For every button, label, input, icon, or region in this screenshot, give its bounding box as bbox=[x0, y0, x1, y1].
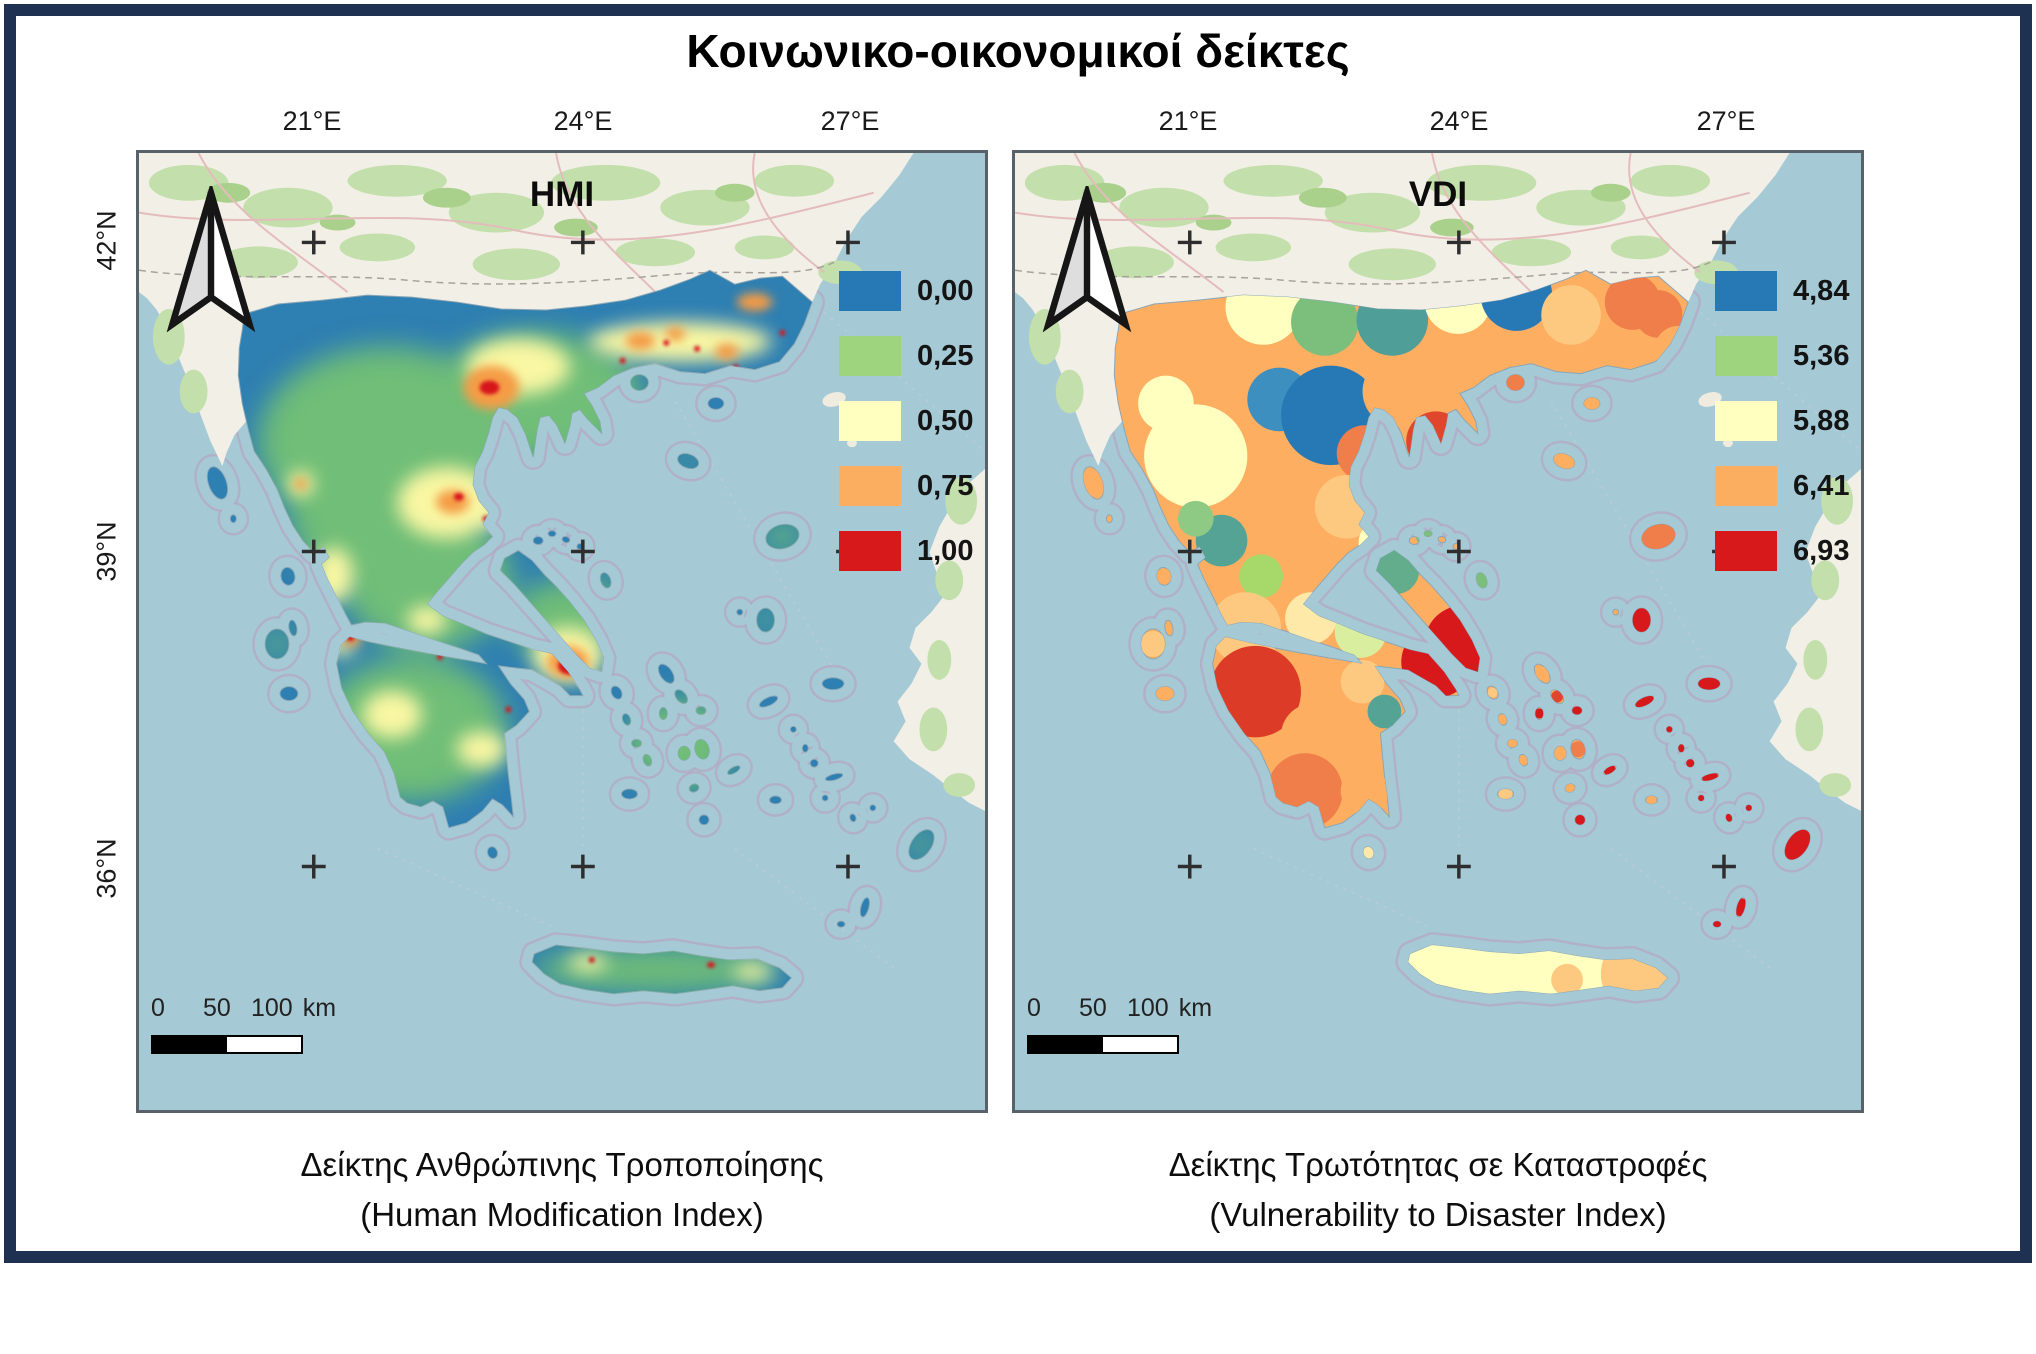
hmi-latitude-axis: 42°N 39°N 36°N bbox=[84, 150, 130, 1113]
hmi-map-canvas bbox=[138, 152, 986, 1110]
scalebar-bar-black bbox=[153, 1037, 227, 1052]
legend-label: 5,36 bbox=[1793, 339, 1850, 372]
scalebar-tick-0: 0 bbox=[1027, 994, 1041, 1022]
lon-tick-24e: 24°E bbox=[553, 106, 613, 136]
lat-tick-36n-wrap: 36°N bbox=[84, 808, 130, 928]
legend-label: 0,00 bbox=[917, 274, 974, 307]
legend-label: 6,93 bbox=[1793, 534, 1850, 567]
scalebar-labels: 0 50 100 km bbox=[1027, 994, 1212, 1023]
legend-row: 1,00 bbox=[839, 531, 973, 571]
figure-border-frame: Κοινωνικο-οικονομικοί δείκτες 21°E 24°E … bbox=[4, 4, 2032, 1263]
legend-swatch-red bbox=[839, 531, 901, 571]
hmi-legend: 0,00 0,25 0,50 0,75 bbox=[839, 271, 973, 596]
lat-tick-42n-wrap: 42°N bbox=[84, 180, 130, 300]
lon-tick-21e: 21°E bbox=[1158, 106, 1218, 136]
scalebar-bar bbox=[1027, 1035, 1179, 1054]
scalebar-bar-white bbox=[227, 1037, 301, 1052]
vdi-map-panel: VDI 4,84 5,36 5,88 bbox=[1012, 150, 1864, 1113]
figure-title: Κοινωνικο-οικονομικοί δείκτες bbox=[686, 25, 1350, 77]
legend-swatch-green bbox=[1715, 336, 1777, 376]
legend-swatch-orange bbox=[1715, 466, 1777, 506]
legend-swatch-orange bbox=[839, 466, 901, 506]
legend-row: 5,88 bbox=[1715, 401, 1849, 441]
vdi-map-canvas bbox=[1014, 152, 1862, 1110]
scalebar-bar-black bbox=[1029, 1037, 1103, 1052]
scalebar-tick-100: 100 bbox=[251, 994, 293, 1022]
hmi-caption: Δείκτης Ανθρώπινης Τροποποίησης (Human M… bbox=[136, 1140, 988, 1240]
lat-tick-39n-wrap: 39°N bbox=[84, 491, 130, 611]
legend-swatch-blue bbox=[839, 271, 901, 311]
legend-swatch-blue bbox=[1715, 271, 1777, 311]
lon-tick-27e: 27°E bbox=[820, 106, 880, 136]
lon-tick-21e: 21°E bbox=[282, 106, 342, 136]
hmi-map-title: HMI bbox=[529, 175, 595, 214]
scalebar-labels: 0 50 100 km bbox=[151, 994, 336, 1023]
scalebar-tick-50: 50 bbox=[203, 994, 231, 1022]
scalebar-tick-50: 50 bbox=[1079, 994, 1107, 1022]
vdi-scalebar: 0 50 100 km bbox=[1027, 994, 1212, 1054]
lat-tick-42n: 42°N bbox=[91, 209, 122, 271]
vdi-map-title: VDI bbox=[1408, 175, 1468, 214]
lat-tick-39n: 39°N bbox=[91, 520, 122, 582]
legend-label: 0,75 bbox=[917, 469, 974, 502]
vdi-longitude-axis: 21°E 24°E 27°E bbox=[1012, 104, 1864, 150]
lon-tick-24e: 24°E bbox=[1429, 106, 1489, 136]
legend-swatch-green bbox=[839, 336, 901, 376]
vdi-caption-greek: Δείκτης Τρωτότητας σε Καταστροφές bbox=[1168, 1146, 1708, 1183]
legend-label: 1,00 bbox=[917, 534, 974, 567]
scalebar-unit: km bbox=[1178, 994, 1213, 1022]
legend-row: 0,25 bbox=[839, 336, 973, 376]
north-arrow-icon bbox=[166, 186, 256, 333]
vdi-caption-english: (Vulnerability to Disaster Index) bbox=[1209, 1196, 1667, 1233]
legend-label: 0,50 bbox=[917, 404, 974, 437]
scalebar-unit: km bbox=[302, 994, 337, 1022]
scalebar-tick-100: 100 bbox=[1127, 994, 1169, 1022]
legend-swatch-red bbox=[1715, 531, 1777, 571]
legend-label: 5,88 bbox=[1793, 404, 1850, 437]
hmi-map-block: 21°E 24°E 27°E 42°N 39°N 36°N bbox=[92, 104, 988, 1254]
hmi-caption-greek: Δείκτης Ανθρώπινης Τροποποίησης bbox=[300, 1146, 824, 1183]
legend-row: 0,75 bbox=[839, 466, 973, 506]
legend-swatch-yellow bbox=[839, 401, 901, 441]
legend-row: 0,50 bbox=[839, 401, 973, 441]
scalebar-tick-0: 0 bbox=[151, 994, 165, 1022]
scalebar-bar bbox=[151, 1035, 303, 1054]
scalebar-bar-white bbox=[1103, 1037, 1177, 1052]
legend-label: 6,41 bbox=[1793, 469, 1850, 502]
legend-swatch-yellow bbox=[1715, 401, 1777, 441]
legend-row: 6,93 bbox=[1715, 531, 1849, 571]
legend-label: 4,84 bbox=[1793, 274, 1850, 307]
hmi-scalebar: 0 50 100 km bbox=[151, 994, 336, 1054]
vdi-map-block: 21°E 24°E 27°E VDI bbox=[1012, 104, 1864, 1254]
lon-tick-27e: 27°E bbox=[1696, 106, 1756, 136]
legend-row: 0,00 bbox=[839, 271, 973, 311]
north-arrow-icon bbox=[1042, 186, 1132, 333]
hmi-longitude-axis: 21°E 24°E 27°E bbox=[136, 104, 988, 150]
vdi-caption: Δείκτης Τρωτότητας σε Καταστροφές (Vulne… bbox=[1012, 1140, 1864, 1240]
legend-row: 6,41 bbox=[1715, 466, 1849, 506]
hmi-map-panel: HMI 0,00 0,25 0,50 bbox=[136, 150, 988, 1113]
lat-tick-36n: 36°N bbox=[91, 837, 122, 899]
hmi-caption-english: (Human Modification Index) bbox=[360, 1196, 764, 1233]
legend-label: 0,25 bbox=[917, 339, 974, 372]
legend-row: 4,84 bbox=[1715, 271, 1849, 311]
legend-row: 5,36 bbox=[1715, 336, 1849, 376]
vdi-legend: 4,84 5,36 5,88 6,41 bbox=[1715, 271, 1849, 596]
